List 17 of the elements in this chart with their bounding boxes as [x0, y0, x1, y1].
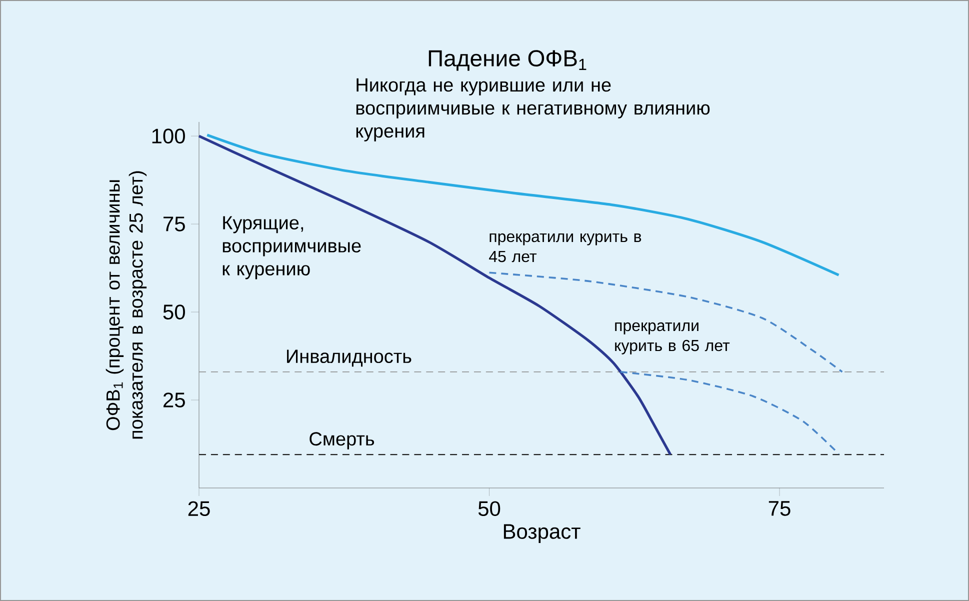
y-tick-label: 100	[152, 128, 185, 144]
y-tick-label: 50	[163, 304, 185, 320]
line-series	[620, 370, 840, 455]
chart-title: Падение ОФВ$_{1}$	[428, 50, 586, 71]
x-tick-label: 75	[768, 501, 790, 516]
y-tick-label: 25	[164, 392, 185, 408]
y-tick-label: 75	[164, 216, 185, 232]
x-tick-label: 25	[188, 501, 210, 516]
ref-line-label: Смерть	[310, 432, 374, 450]
series-label: прекратили курить в 45 лет	[489, 233, 642, 262]
series-label: Никогда не курившие или не восприимчивые к негативному влиянию курения	[356, 78, 710, 142]
line-series	[488, 272, 844, 373]
series-label: прекратили курить в 65 лет	[615, 322, 730, 354]
ref-line-label: Инвалидность	[287, 350, 412, 367]
x-axis-title: Возраст	[504, 524, 580, 544]
series-label: Курящие, восприимчивые к курению	[222, 216, 361, 280]
x-tick-label: 50	[478, 501, 500, 516]
